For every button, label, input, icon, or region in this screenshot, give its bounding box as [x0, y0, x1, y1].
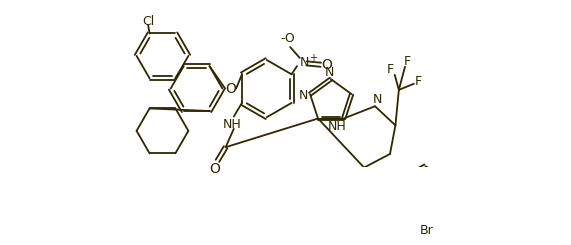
Text: O: O: [321, 58, 332, 72]
Text: NH: NH: [223, 118, 242, 131]
Text: N: N: [325, 66, 334, 79]
Text: NH: NH: [328, 120, 346, 133]
Text: F: F: [387, 63, 394, 76]
Text: N: N: [300, 56, 309, 69]
Text: F: F: [415, 75, 421, 88]
Text: Br: Br: [420, 224, 433, 237]
Text: N: N: [373, 93, 383, 106]
Text: -O: -O: [281, 32, 296, 45]
Text: Cl: Cl: [142, 15, 154, 28]
Text: F: F: [404, 55, 411, 68]
Text: N: N: [299, 89, 308, 102]
Text: +: +: [309, 53, 317, 63]
Text: O: O: [225, 82, 236, 96]
Text: O: O: [209, 162, 220, 176]
